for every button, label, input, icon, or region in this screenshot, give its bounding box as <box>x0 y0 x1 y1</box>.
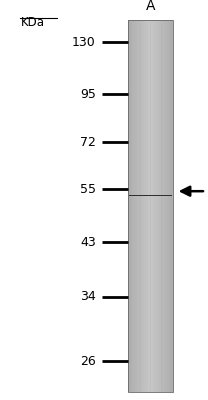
Bar <box>137 20 138 392</box>
Text: 26: 26 <box>80 355 96 368</box>
Bar <box>128 20 129 392</box>
Bar <box>129 20 130 392</box>
Bar <box>130 20 131 392</box>
Bar <box>146 20 147 392</box>
Bar <box>140 20 141 392</box>
Bar <box>168 20 169 392</box>
Bar <box>150 20 151 392</box>
Bar <box>143 20 144 392</box>
Bar <box>132 20 133 392</box>
Bar <box>166 20 167 392</box>
Text: 34: 34 <box>80 290 96 303</box>
Bar <box>155 20 156 392</box>
Bar <box>148 20 149 392</box>
Bar <box>152 20 153 392</box>
Bar <box>142 20 143 392</box>
Bar <box>141 20 142 392</box>
Bar <box>136 20 137 392</box>
Bar <box>158 20 159 392</box>
Bar <box>135 20 136 392</box>
Bar <box>170 20 171 392</box>
Bar <box>145 20 146 392</box>
Text: KDa: KDa <box>21 16 45 29</box>
Text: 95: 95 <box>80 88 96 100</box>
Text: A: A <box>146 0 155 13</box>
Text: 43: 43 <box>80 236 96 248</box>
Bar <box>162 20 163 392</box>
Bar <box>140 20 141 392</box>
Bar <box>171 20 172 392</box>
Bar <box>133 20 134 392</box>
Bar <box>154 20 155 392</box>
Bar <box>128 20 129 392</box>
Bar <box>169 20 170 392</box>
Bar <box>132 20 133 392</box>
Bar <box>131 20 132 392</box>
Bar <box>156 20 157 392</box>
Bar <box>157 20 158 392</box>
Bar <box>131 20 132 392</box>
Bar <box>128 20 173 392</box>
Bar <box>134 20 135 392</box>
Bar <box>161 20 162 392</box>
Bar <box>161 20 162 392</box>
Bar <box>145 20 146 392</box>
Bar <box>144 20 145 392</box>
Bar <box>166 20 167 392</box>
Bar <box>133 20 134 392</box>
Bar <box>136 20 137 392</box>
Bar <box>154 20 155 392</box>
Bar <box>164 20 165 392</box>
Bar <box>167 20 168 392</box>
Bar <box>162 20 163 392</box>
Bar <box>157 20 158 392</box>
Text: 72: 72 <box>80 136 96 148</box>
Bar <box>172 20 173 392</box>
Bar <box>150 20 151 392</box>
Bar <box>147 20 148 392</box>
Bar <box>165 20 166 392</box>
Bar <box>151 20 152 392</box>
Text: 130: 130 <box>72 36 96 48</box>
Text: 55: 55 <box>80 183 96 196</box>
Bar <box>170 20 171 392</box>
Bar <box>141 20 142 392</box>
Bar <box>139 20 140 392</box>
Bar <box>163 20 164 392</box>
Bar <box>160 20 161 392</box>
Bar <box>153 20 154 392</box>
Bar <box>149 20 150 392</box>
Bar <box>138 20 139 392</box>
Bar <box>159 20 160 392</box>
Bar <box>152 20 153 392</box>
Bar <box>171 20 172 392</box>
Bar <box>149 20 150 392</box>
